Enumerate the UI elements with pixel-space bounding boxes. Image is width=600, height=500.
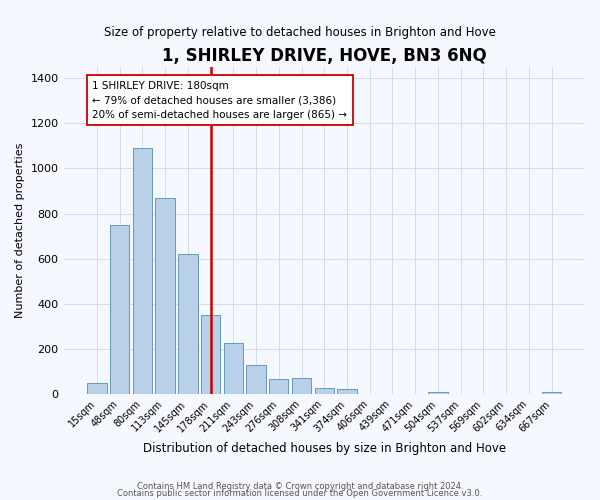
- Text: 1 SHIRLEY DRIVE: 180sqm
← 79% of detached houses are smaller (3,386)
20% of semi: 1 SHIRLEY DRIVE: 180sqm ← 79% of detache…: [92, 80, 347, 120]
- Bar: [337, 390, 356, 394]
- Bar: [178, 254, 197, 394]
- Title: 1, SHIRLEY DRIVE, HOVE, BN3 6NQ: 1, SHIRLEY DRIVE, HOVE, BN3 6NQ: [162, 48, 487, 66]
- Y-axis label: Number of detached properties: Number of detached properties: [15, 143, 25, 318]
- Bar: [314, 388, 334, 394]
- Bar: [224, 343, 243, 394]
- Bar: [110, 225, 130, 394]
- X-axis label: Distribution of detached houses by size in Brighton and Hove: Distribution of detached houses by size …: [143, 442, 506, 455]
- Text: Contains public sector information licensed under the Open Government Licence v3: Contains public sector information licen…: [118, 490, 482, 498]
- Bar: [133, 148, 152, 394]
- Bar: [269, 379, 289, 394]
- Bar: [247, 364, 266, 394]
- Text: Size of property relative to detached houses in Brighton and Hove: Size of property relative to detached ho…: [104, 26, 496, 39]
- Bar: [542, 392, 561, 394]
- Bar: [87, 382, 107, 394]
- Bar: [155, 198, 175, 394]
- Bar: [428, 392, 448, 394]
- Bar: [201, 315, 220, 394]
- Text: Contains HM Land Registry data © Crown copyright and database right 2024.: Contains HM Land Registry data © Crown c…: [137, 482, 463, 491]
- Bar: [292, 378, 311, 394]
